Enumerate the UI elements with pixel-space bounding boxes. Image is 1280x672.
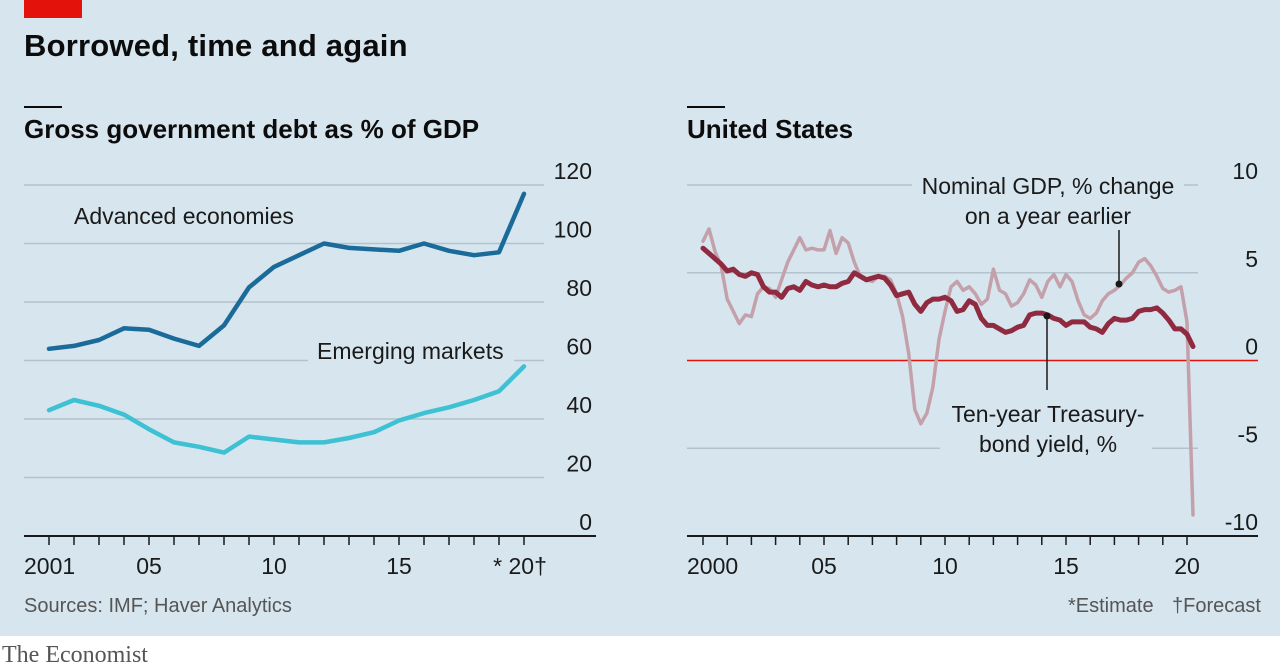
right-y-tick--10: -10	[1225, 509, 1258, 535]
left-x-label-4: * 20†	[493, 553, 547, 579]
right-y-tick-labels: 10 5 0 -5 -10	[1225, 158, 1258, 535]
left-y-tick-labels: 0 20 40 60 80 100 120	[554, 158, 592, 535]
gdp-label-bg	[912, 168, 1184, 198]
emerging-label-bg	[308, 333, 514, 365]
right-x-label-2: 10	[932, 553, 958, 579]
left-x-label-2: 10	[261, 553, 287, 579]
main-title: Borrowed, time and again	[24, 28, 408, 63]
left-y-tick-60: 60	[566, 334, 592, 360]
right-x-label-3: 15	[1053, 553, 1079, 579]
left-gridlines	[24, 184, 544, 479]
right-chart-title: United States	[687, 114, 854, 144]
chart-panel	[0, 0, 1280, 636]
gdp-annotation-line2: on a year earlier	[965, 203, 1132, 229]
advanced-economies-line	[46, 191, 527, 352]
advanced-label-bg	[66, 198, 300, 230]
right-x-label-4: 20	[1174, 553, 1200, 579]
treasury-yield-line	[700, 245, 1196, 349]
yield-annotation-dot	[1043, 312, 1051, 320]
estimate-note: *Estimate	[1068, 595, 1154, 617]
legend-advanced-economies: Advanced economies	[74, 203, 294, 229]
right-series	[700, 227, 1196, 517]
charts-svg: 0 20 40 60 80 100 120 2001 05 10 15 * 20† 10 5 0 -5 -1…	[24, 158, 1261, 617]
left-x-axis: 2001 05 10 15 * 20†	[24, 535, 596, 579]
right-x-label-0: 2000	[687, 553, 738, 579]
right-x-axis: 2000 05 10 15 20	[687, 535, 1258, 579]
left-chart-title: Gross government debt as % of GDP	[24, 114, 480, 144]
yield-annotation-line2: bond yield, %	[979, 431, 1117, 457]
right-y-tick-5: 5	[1245, 246, 1258, 272]
brand-red-tag	[24, 0, 82, 18]
left-x-label-1: 05	[136, 553, 162, 579]
forecast-note: †Forecast	[1172, 595, 1261, 617]
left-series	[46, 191, 527, 455]
gdp-annotation-dot	[1115, 280, 1123, 288]
yield-label-bg	[940, 430, 1152, 460]
left-y-tick-80: 80	[566, 275, 592, 301]
emerging-markets-line	[46, 364, 527, 455]
left-y-tick-100: 100	[554, 217, 592, 243]
left-y-tick-20: 20	[566, 451, 592, 477]
economist-brand: The Economist	[2, 642, 148, 668]
left-x-label-3: 15	[386, 553, 412, 579]
left-y-tick-40: 40	[566, 392, 592, 418]
gdp-annotation-line1: Nominal GDP, % change	[922, 173, 1175, 199]
right-y-tick--5: -5	[1238, 421, 1258, 447]
left-subtitle-rule	[24, 106, 62, 108]
sources-note: Sources: IMF; Haver Analytics	[24, 595, 292, 617]
left-y-tick-0: 0	[579, 509, 592, 535]
yield-annotation-line1: Ten-year Treasury-	[951, 401, 1144, 427]
right-x-label-1: 05	[811, 553, 837, 579]
right-subtitle-rule	[687, 106, 725, 108]
left-x-label-0: 2001	[24, 553, 75, 579]
left-y-tick-120: 120	[554, 158, 592, 184]
right-y-tick-10: 10	[1232, 158, 1258, 184]
legend-emerging-markets: Emerging markets	[317, 338, 504, 364]
right-y-tick-0: 0	[1245, 334, 1258, 360]
